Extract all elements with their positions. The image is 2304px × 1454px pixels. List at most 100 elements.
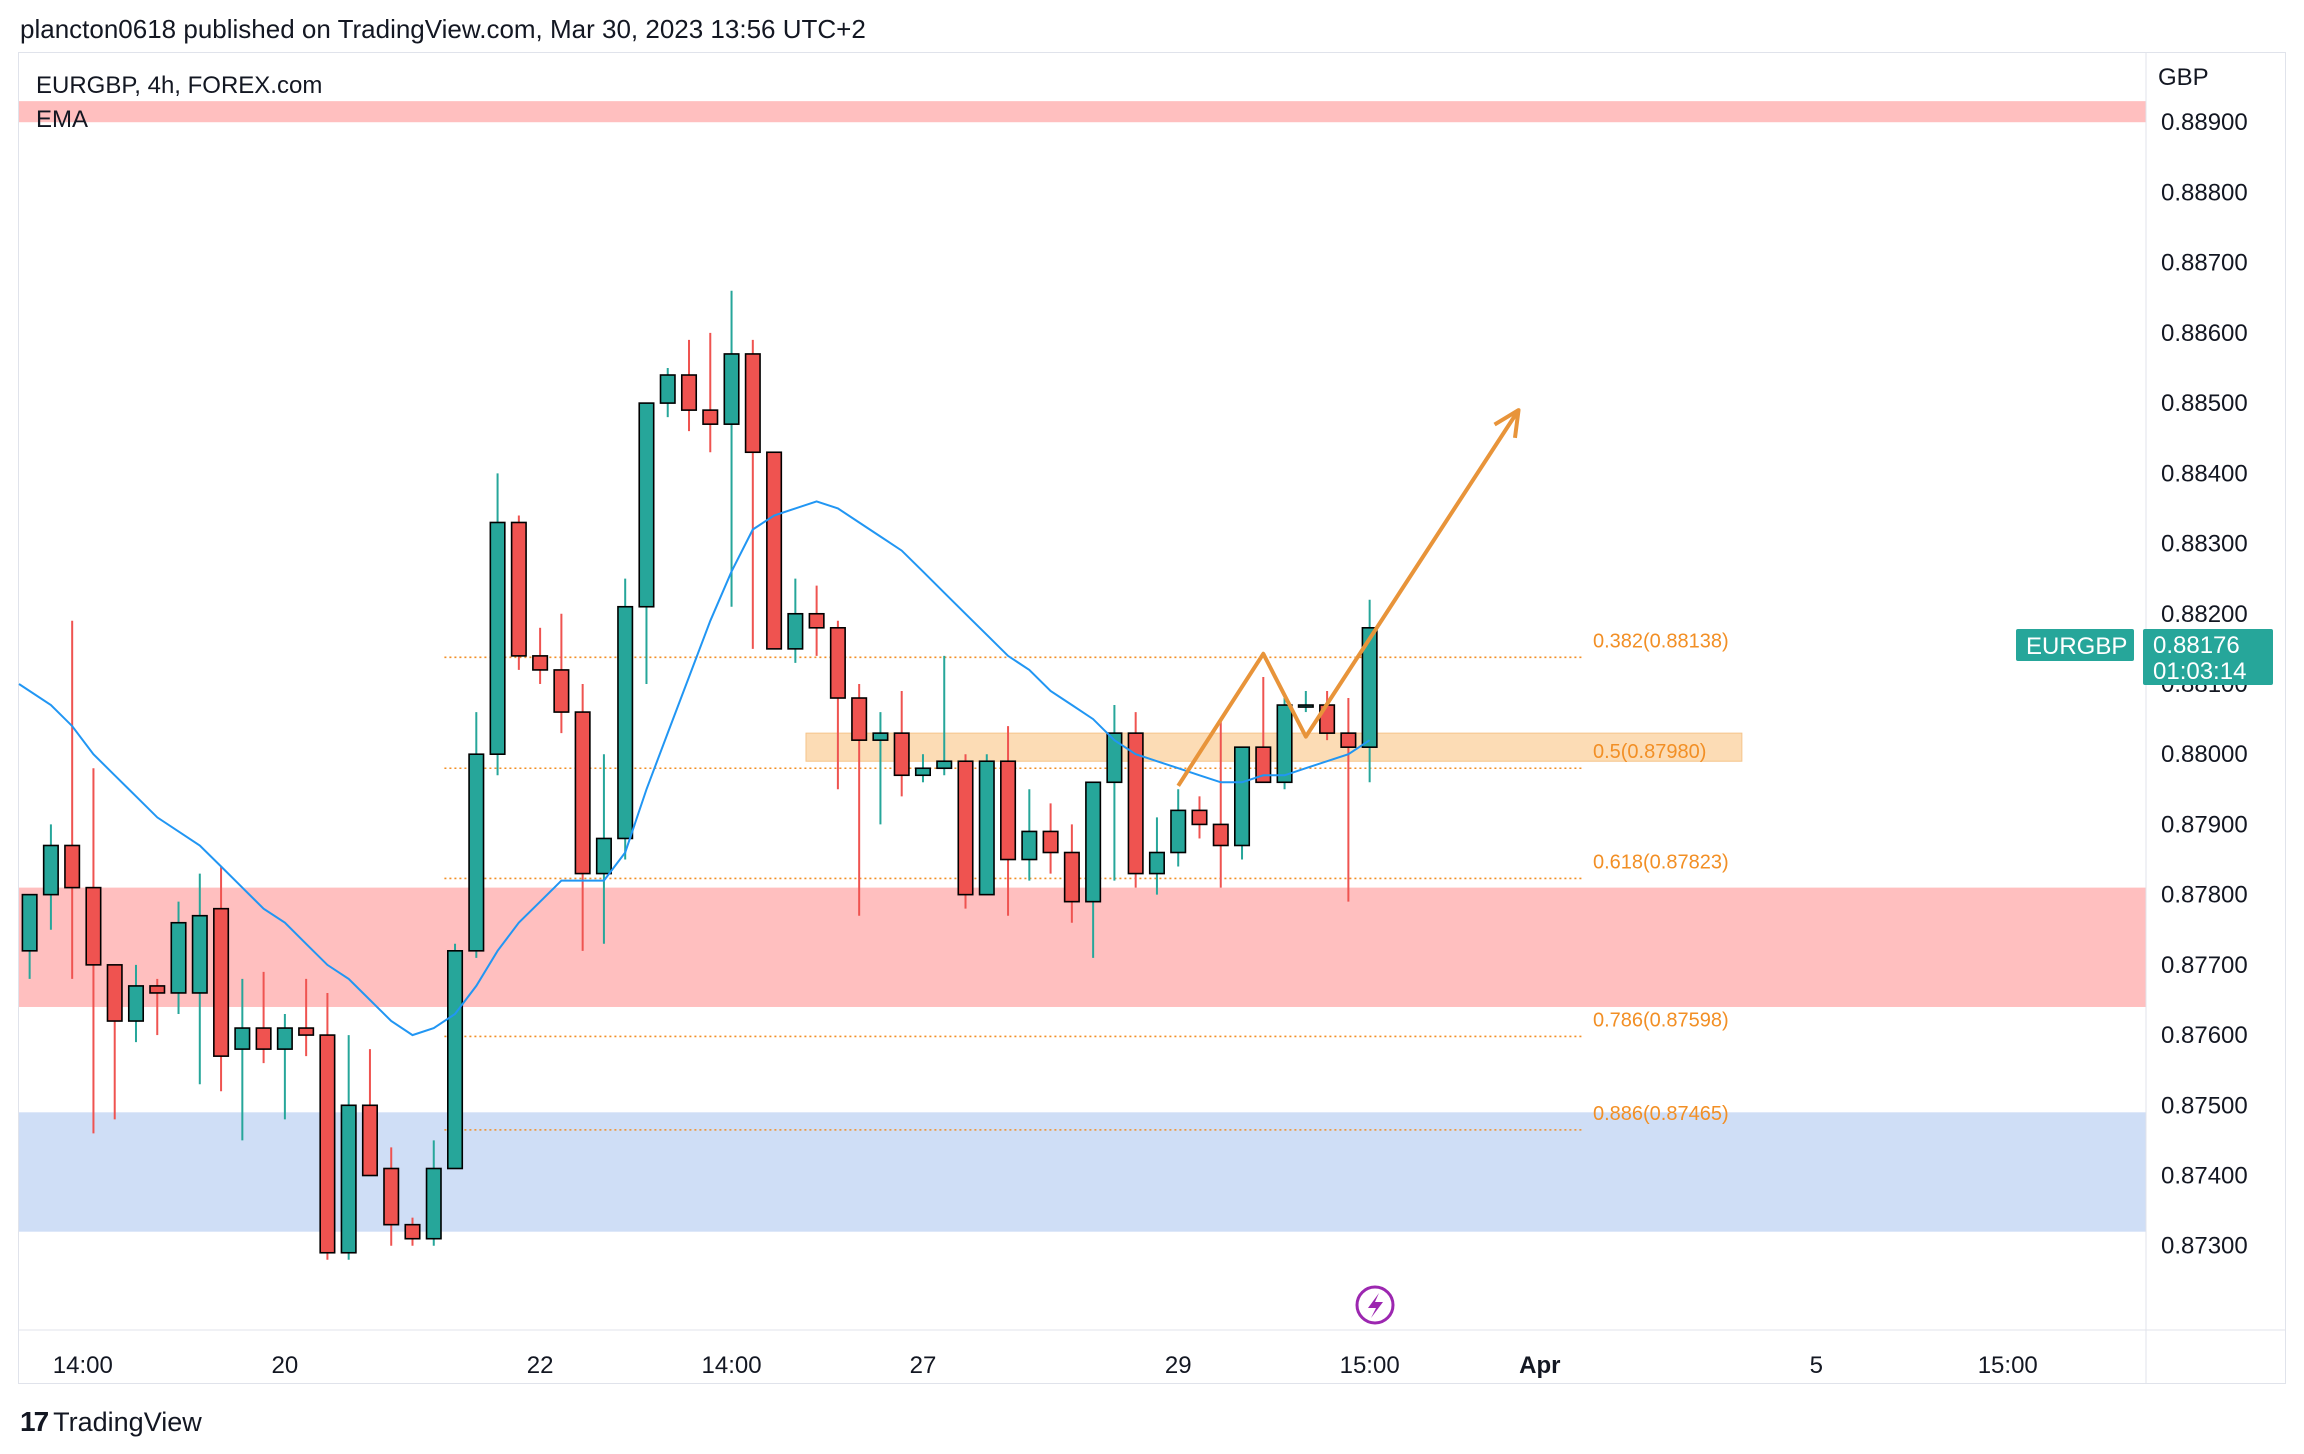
candle-36 <box>787 578 804 663</box>
publish-info: plancton0618 published on TradingView.co… <box>20 14 866 44</box>
candle-body <box>680 374 698 411</box>
fib-entry-zone <box>805 732 1743 762</box>
candle-32 <box>702 332 719 453</box>
candle-body <box>42 844 59 896</box>
candle-24 <box>532 627 549 684</box>
candle-body <box>298 1027 315 1036</box>
price-tick-label: 0.88200 <box>2161 601 2248 628</box>
candle-53 <box>1148 817 1165 895</box>
indicator-legend[interactable]: EMA <box>36 106 89 133</box>
time-tick-label: 22 <box>527 1352 554 1379</box>
price-tick-label: 0.87800 <box>2161 882 2248 909</box>
candle-39 <box>851 683 868 916</box>
candle-body <box>893 732 910 777</box>
candle-body <box>851 697 868 741</box>
candle-42 <box>914 754 932 783</box>
ema-line <box>18 500 1371 1037</box>
candle-body <box>489 521 506 755</box>
candle-5 <box>127 964 145 1043</box>
candle-13 <box>298 978 315 1057</box>
candle-44 <box>957 754 974 909</box>
candle-16 <box>361 1049 378 1177</box>
candle-body <box>1255 746 1272 784</box>
price-tick-label: 0.88000 <box>2161 741 2248 768</box>
price-tick-label: 0.87300 <box>2161 1233 2248 1260</box>
candle-45 <box>978 754 995 896</box>
support-zone-2 <box>19 1112 2146 1232</box>
fib-level-label-2: 0.618(0.87823) <box>1593 851 1729 873</box>
time-tick-label: 5 <box>1810 1352 1823 1379</box>
candle-body <box>957 760 974 896</box>
candle-body <box>1233 746 1251 847</box>
candle-12 <box>276 1014 293 1120</box>
time-tick-label: 20 <box>272 1352 299 1379</box>
candle-body <box>64 844 81 889</box>
candle-body <box>1063 851 1080 903</box>
time-tick-label: 14:00 <box>702 1352 762 1379</box>
projection-arrowhead <box>1493 408 1521 439</box>
fib-level-label-3: 0.786(0.87598) <box>1593 1009 1729 1031</box>
candle-22 <box>489 473 506 776</box>
candle-60 <box>1297 691 1314 713</box>
projection-path <box>1176 409 1521 787</box>
price-tick-label: 0.88500 <box>2161 390 2248 417</box>
time-tick-label: Apr <box>1519 1352 1560 1379</box>
candle-body <box>1127 732 1144 875</box>
candle-body <box>1340 732 1357 748</box>
candle-body <box>808 612 825 629</box>
candle-55 <box>1191 796 1208 839</box>
candle-body <box>276 1027 293 1050</box>
candle-body <box>766 451 783 650</box>
candle-15 <box>340 1035 357 1260</box>
candle-body <box>510 521 527 657</box>
candle-30 <box>659 367 676 418</box>
lightning-icon[interactable] <box>1355 1285 1395 1325</box>
candle-body <box>1106 732 1123 784</box>
candle-body <box>914 767 932 777</box>
candle-body <box>1361 627 1378 748</box>
candle-body <box>85 886 102 966</box>
candles-layer <box>21 290 1378 1260</box>
candle-33 <box>723 290 740 607</box>
candle-body <box>1170 809 1187 854</box>
candle-body <box>447 950 464 1170</box>
candle-51 <box>1106 705 1123 881</box>
candle-body <box>213 907 230 1057</box>
candle-54 <box>1170 789 1187 867</box>
candle-body <box>234 1027 251 1050</box>
price-tick-label: 0.87600 <box>2161 1022 2248 1049</box>
candle-52 <box>1127 712 1144 888</box>
resistance-zone-0 <box>19 101 2146 123</box>
candle-29 <box>638 402 655 684</box>
footer-brand[interactable]: 17 TradingView <box>20 1406 202 1438</box>
zones-layer <box>19 101 2146 1232</box>
candle-63 <box>1361 599 1378 783</box>
candle-body <box>468 753 485 952</box>
price-tick-label: 0.88900 <box>2161 109 2248 136</box>
symbol-legend[interactable]: EURGBP, 4h, FOREX.com <box>36 72 323 99</box>
price-tick-label: 0.88700 <box>2161 250 2248 277</box>
candle-body <box>106 964 123 1022</box>
candle-body <box>127 985 145 1022</box>
candle-4 <box>106 964 123 1120</box>
candle-body <box>1212 823 1229 847</box>
price-tick-label: 0.87700 <box>2161 952 2248 979</box>
candle-3 <box>85 768 102 1134</box>
candle-body <box>361 1104 378 1177</box>
candle-body <box>425 1167 442 1240</box>
candle-56 <box>1212 719 1229 888</box>
candle-body <box>1297 704 1314 708</box>
fib-level-label-1: 0.5(0.87980) <box>1593 741 1706 763</box>
candle-38 <box>829 620 846 790</box>
candle-body <box>170 921 187 994</box>
candle-7 <box>170 901 187 1015</box>
last-price-value: 0.88176 <box>2153 632 2240 659</box>
time-axis: 14:00 20 22 14:00 27 29 15:00 Apr 5 15:00 <box>19 1329 2286 1379</box>
candle-body <box>1148 851 1165 875</box>
candle-49 <box>1063 824 1080 923</box>
candle-59 <box>1276 698 1293 790</box>
chart-frame[interactable] <box>18 52 2286 1384</box>
candle-body <box>595 837 612 875</box>
price-tick-label: 0.88300 <box>2161 531 2248 558</box>
